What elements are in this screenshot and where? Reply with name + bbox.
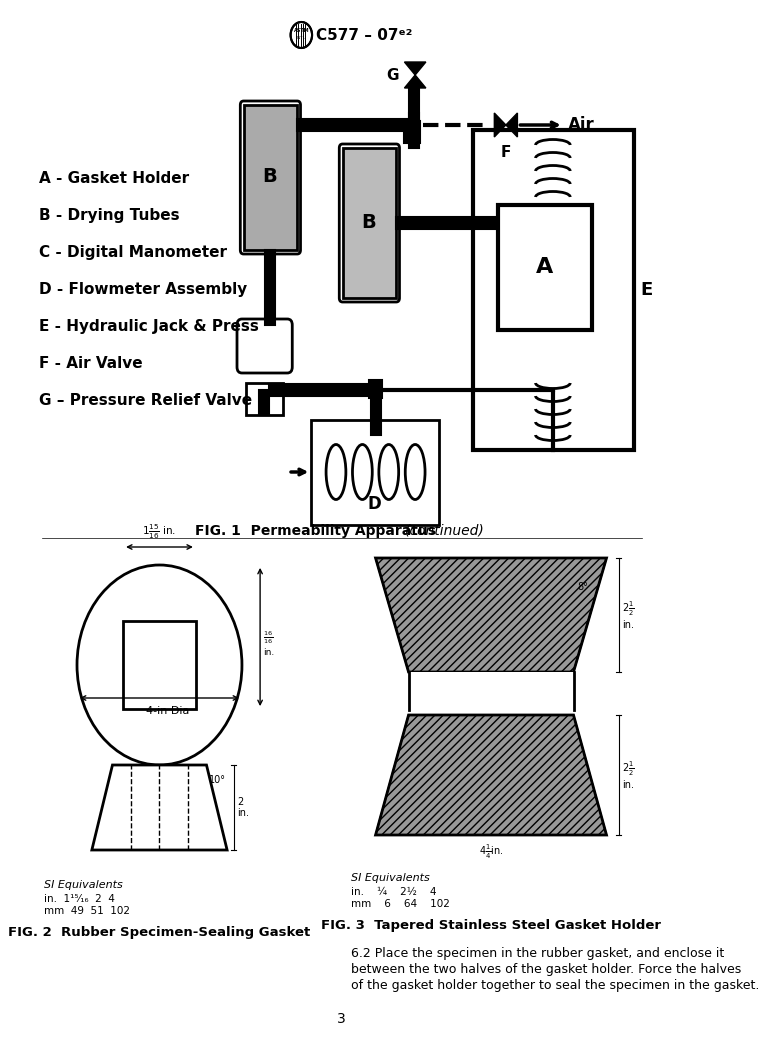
Text: 4-in. Dia: 4-in. Dia — [468, 676, 514, 686]
Bar — [265, 250, 275, 325]
Polygon shape — [376, 715, 607, 835]
Text: 3: 3 — [338, 1012, 346, 1026]
Text: F: F — [501, 145, 511, 160]
Polygon shape — [376, 558, 607, 672]
Text: ASTM: ASTM — [293, 28, 309, 33]
Text: $2\frac{1}{2}$
in.: $2\frac{1}{2}$ in. — [622, 760, 635, 790]
Bar — [342, 148, 396, 298]
Text: of the gasket holder together to seal the specimen in the gasket.: of the gasket holder together to seal th… — [351, 979, 759, 992]
Text: (continued): (continued) — [405, 524, 484, 538]
Bar — [269, 384, 370, 396]
Text: 10°: 10° — [209, 775, 226, 785]
Text: E: E — [640, 281, 653, 299]
Text: C - Digital Manometer: C - Digital Manometer — [39, 245, 227, 260]
Text: 4-in Dia: 4-in Dia — [146, 706, 189, 716]
Bar — [259, 390, 269, 415]
Text: C: C — [258, 391, 270, 406]
Text: $2\frac{1}{2}$
in.: $2\frac{1}{2}$ in. — [622, 600, 635, 630]
Polygon shape — [405, 62, 426, 75]
Circle shape — [291, 22, 312, 48]
Text: 6.2 Place the specimen in the rubber gasket, and enclose it: 6.2 Place the specimen in the rubber gas… — [351, 947, 724, 960]
Bar — [408, 672, 573, 710]
Bar — [244, 105, 297, 250]
Bar — [246, 383, 283, 415]
Text: A - Gasket Holder: A - Gasket Holder — [39, 171, 189, 186]
Bar — [409, 113, 419, 148]
Text: C577 – 07ᵉ²: C577 – 07ᵉ² — [316, 27, 412, 43]
Text: E - Hydraulic Jack & Press: E - Hydraulic Jack & Press — [39, 319, 259, 334]
Text: F - Air Valve: F - Air Valve — [39, 356, 142, 371]
Polygon shape — [405, 75, 426, 88]
Text: D - Flowmeter Assembly: D - Flowmeter Assembly — [39, 282, 247, 297]
Text: B: B — [263, 168, 278, 186]
Text: G: G — [386, 68, 398, 82]
Text: FIG. 2  Rubber Specimen-Sealing Gasket: FIG. 2 Rubber Specimen-Sealing Gasket — [9, 926, 310, 939]
Polygon shape — [92, 765, 227, 850]
Bar — [473, 130, 634, 450]
Bar — [369, 380, 382, 398]
Polygon shape — [506, 113, 517, 137]
Text: G – Pressure Relief Valve: G – Pressure Relief Valve — [39, 393, 252, 408]
Polygon shape — [494, 113, 506, 137]
Text: $1\frac{15}{16}$ in.: $1\frac{15}{16}$ in. — [142, 523, 177, 541]
Bar — [498, 205, 593, 330]
Bar — [123, 621, 196, 709]
Text: A: A — [536, 257, 553, 277]
Text: FIG. 1  Permeability Apparatus: FIG. 1 Permeability Apparatus — [195, 524, 441, 538]
Text: INTL: INTL — [297, 36, 306, 40]
Text: B - Drying Tubes: B - Drying Tubes — [39, 208, 180, 223]
Text: 2
in.: 2 in. — [237, 796, 249, 818]
Bar — [297, 119, 408, 131]
Text: SI Equivalents: SI Equivalents — [351, 873, 429, 883]
Text: FIG. 3  Tapered Stainless Steel Gasket Holder: FIG. 3 Tapered Stainless Steel Gasket Ho… — [321, 919, 661, 932]
Text: D: D — [368, 496, 382, 513]
Text: 8°: 8° — [577, 582, 588, 592]
Text: $4\frac{1}{4}$in.: $4\frac{1}{4}$in. — [478, 843, 503, 861]
Text: between the two halves of the gasket holder. Force the halves: between the two halves of the gasket hol… — [351, 963, 741, 976]
Bar — [311, 420, 439, 525]
Text: $\frac{16}{16}$
in.: $\frac{16}{16}$ in. — [264, 630, 275, 657]
Text: in.  1¹⁵⁄₁₆  2  4: in. 1¹⁵⁄₁₆ 2 4 — [44, 894, 115, 904]
FancyBboxPatch shape — [237, 319, 293, 373]
Text: Air: Air — [568, 116, 594, 134]
Text: B: B — [362, 213, 377, 232]
Bar — [409, 87, 419, 125]
Bar — [396, 217, 498, 229]
Text: SI Equivalents: SI Equivalents — [44, 880, 123, 890]
Bar — [404, 121, 420, 143]
Text: mm  49  51  102: mm 49 51 102 — [44, 906, 130, 916]
Text: in.    ¼    2½    4: in. ¼ 2½ 4 — [351, 887, 436, 897]
Text: mm    6    64    102: mm 6 64 102 — [351, 899, 450, 909]
Circle shape — [77, 565, 242, 765]
Bar — [370, 400, 380, 435]
